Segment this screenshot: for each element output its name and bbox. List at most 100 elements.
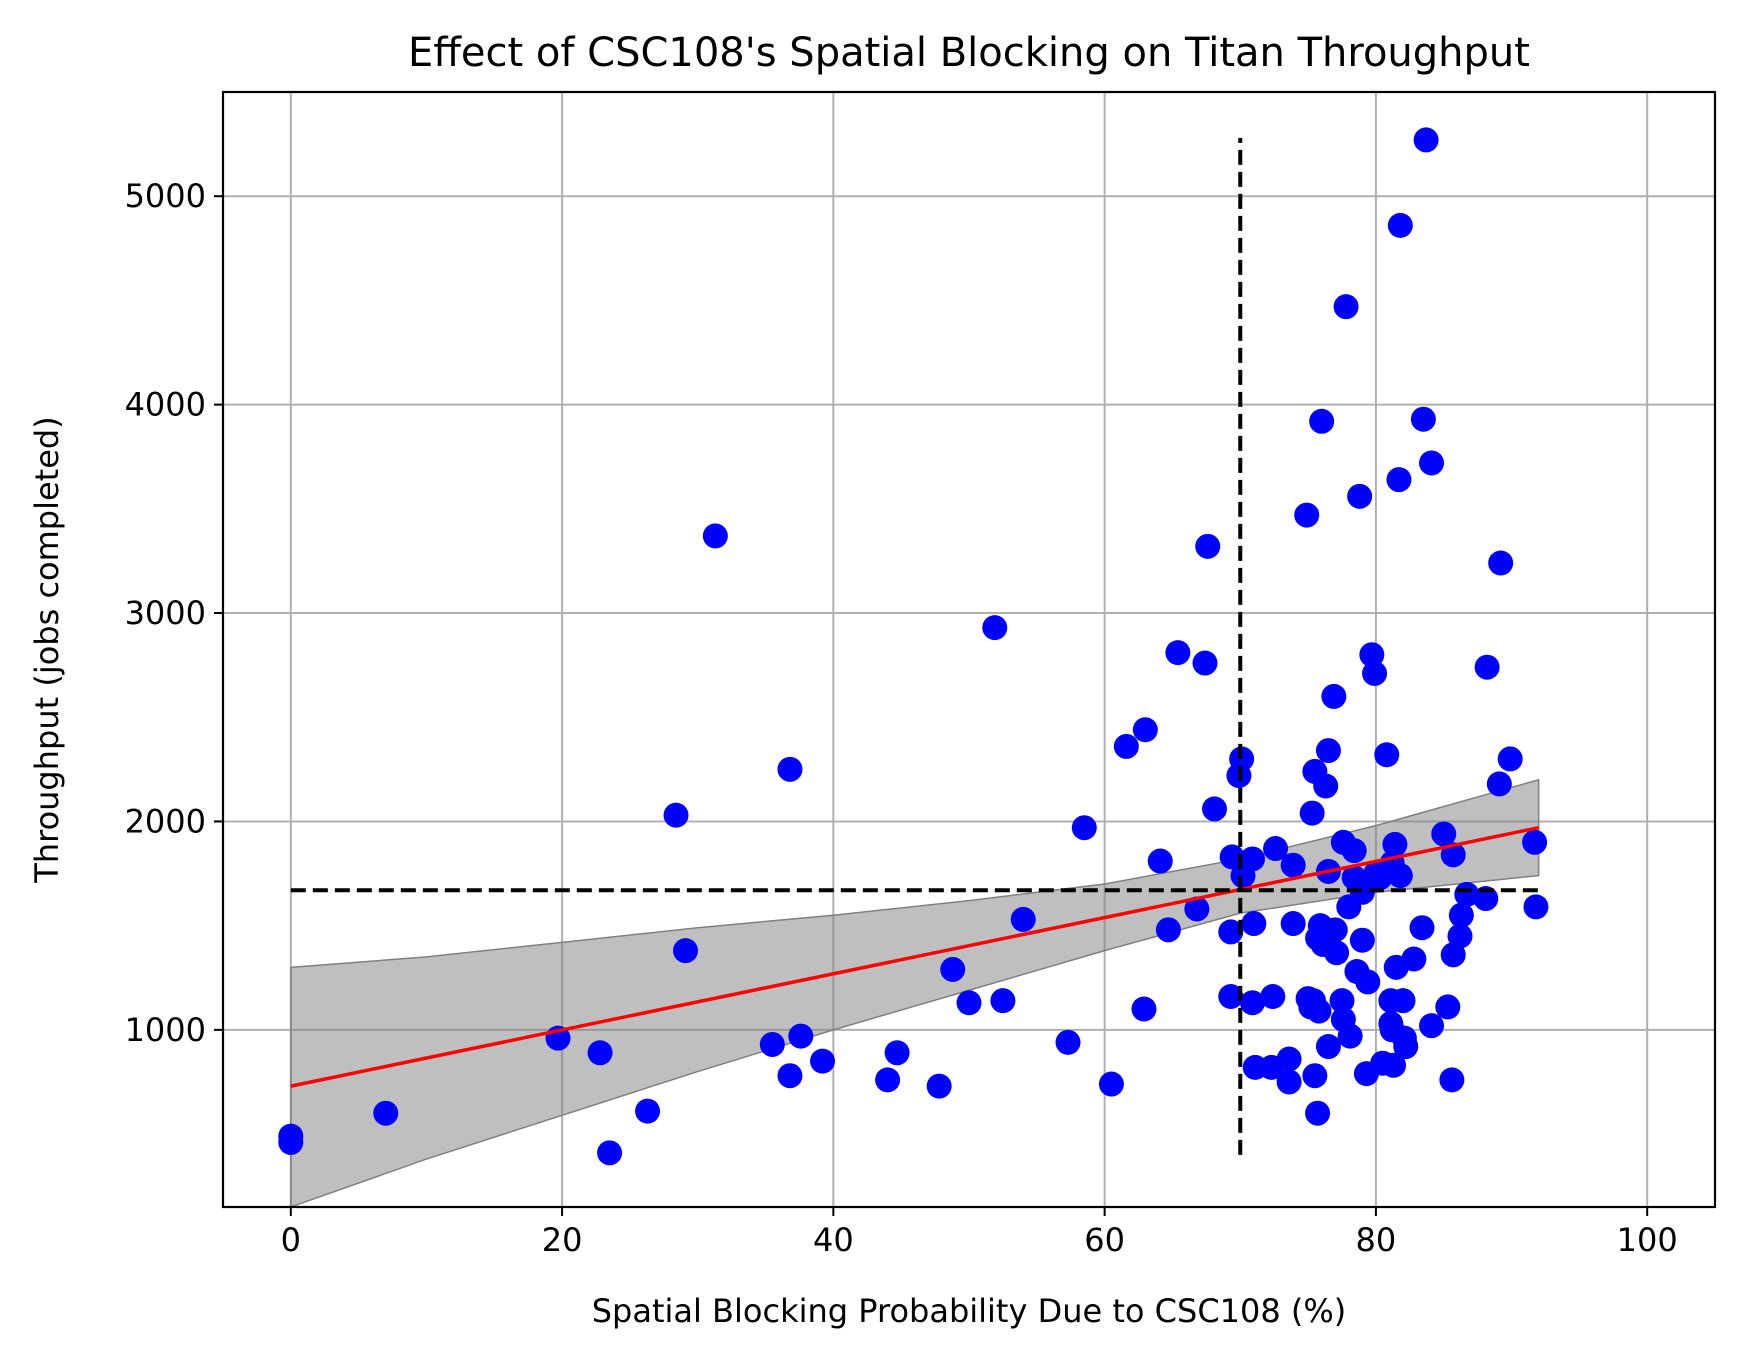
data-point [1280, 911, 1306, 937]
data-point [1431, 821, 1457, 847]
data-point [1239, 990, 1265, 1016]
data-point [1440, 942, 1466, 968]
data-point [1523, 894, 1549, 920]
data-point [1497, 746, 1523, 772]
data-point [1071, 815, 1097, 841]
data-point [673, 938, 699, 964]
data-point [777, 756, 803, 782]
data-point [1132, 717, 1158, 743]
data-point [1309, 408, 1335, 434]
x-tick-label: 60 [1084, 1221, 1125, 1259]
data-point [587, 1040, 613, 1066]
data-point [1474, 654, 1500, 680]
data-point [1337, 1023, 1363, 1049]
y-tick-label: 5000 [125, 177, 206, 215]
data-point [884, 1040, 910, 1066]
x-tick-label: 20 [542, 1221, 583, 1259]
data-point [1131, 996, 1157, 1022]
data-point [1419, 450, 1445, 476]
data-points [278, 127, 1549, 1166]
data-point [982, 615, 1008, 641]
data-point [1302, 1063, 1328, 1089]
data-point [1324, 940, 1350, 966]
y-axis-label: Throughput (jobs completed) [28, 416, 66, 883]
data-point [702, 523, 728, 549]
reference-lines [290, 137, 1539, 1155]
y-tick-label: 2000 [125, 802, 206, 840]
data-point [1386, 467, 1412, 493]
x-axis-label: Spatial Blocking Probability Due to CSC1… [592, 1292, 1347, 1330]
data-point [1155, 917, 1181, 943]
data-point [1276, 1069, 1302, 1095]
data-point [1362, 660, 1388, 686]
data-point [1218, 919, 1244, 945]
data-point [1192, 650, 1218, 676]
data-point [1413, 127, 1439, 153]
data-point [373, 1100, 399, 1126]
data-point [1239, 846, 1265, 872]
data-point [1439, 1067, 1465, 1093]
data-point [875, 1067, 901, 1093]
data-point [1440, 842, 1466, 868]
data-point [1447, 923, 1473, 949]
data-point [1098, 1071, 1124, 1097]
data-point [1390, 988, 1416, 1014]
data-point [1218, 984, 1244, 1010]
data-point [1202, 796, 1228, 822]
data-point [1306, 998, 1332, 1024]
x-tick-label: 100 [1617, 1221, 1678, 1259]
data-point [1315, 1034, 1341, 1060]
y-tick-label: 1000 [125, 1011, 206, 1049]
data-point [1322, 917, 1348, 943]
data-point [1374, 742, 1400, 768]
data-point [1473, 886, 1499, 912]
data-point [1410, 406, 1436, 432]
x-tick-label: 0 [281, 1221, 301, 1259]
data-point [956, 990, 982, 1016]
confidence-band [290, 778, 1540, 1209]
data-point [597, 1140, 623, 1166]
axis-ticks: 0 20 40 60 80 100 1000 2000 3000 4000 5000 [125, 177, 1678, 1259]
data-point [810, 1048, 836, 1074]
data-point [1294, 502, 1320, 528]
fit-line-layer [290, 825, 1540, 1088]
data-point [1321, 683, 1347, 709]
data-point [1488, 550, 1514, 576]
data-point [1315, 738, 1341, 764]
data-point [1359, 642, 1385, 668]
data-point [990, 988, 1016, 1014]
data-point [635, 1098, 661, 1124]
data-point [1522, 829, 1548, 855]
data-point [1147, 848, 1173, 874]
data-point [1313, 773, 1339, 799]
data-point [1260, 984, 1286, 1010]
data-point [1435, 994, 1461, 1020]
data-point [788, 1023, 814, 1049]
data-point [1113, 733, 1139, 759]
data-point [1299, 800, 1325, 826]
x-tick-label: 80 [1356, 1221, 1397, 1259]
data-point [759, 1031, 785, 1057]
data-point [1341, 838, 1367, 864]
data-point [940, 956, 966, 982]
data-point [1241, 911, 1267, 937]
data-point [1454, 881, 1480, 907]
data-point [1305, 1100, 1331, 1126]
data-point [777, 1063, 803, 1089]
data-point [1387, 212, 1413, 238]
data-point [278, 1129, 304, 1155]
data-point [1349, 927, 1375, 953]
data-point [1347, 483, 1373, 509]
data-point [1355, 969, 1381, 995]
data-point [1382, 831, 1408, 857]
fit-line [290, 825, 1540, 1088]
data-point [1393, 1034, 1419, 1060]
data-point [1401, 946, 1427, 972]
chart-title: Effect of CSC108's Spatial Blocking on T… [408, 30, 1530, 76]
confidence-band-layer [290, 778, 1540, 1209]
data-point [1329, 988, 1355, 1014]
data-point [1419, 1013, 1445, 1039]
data-point [1349, 879, 1375, 905]
